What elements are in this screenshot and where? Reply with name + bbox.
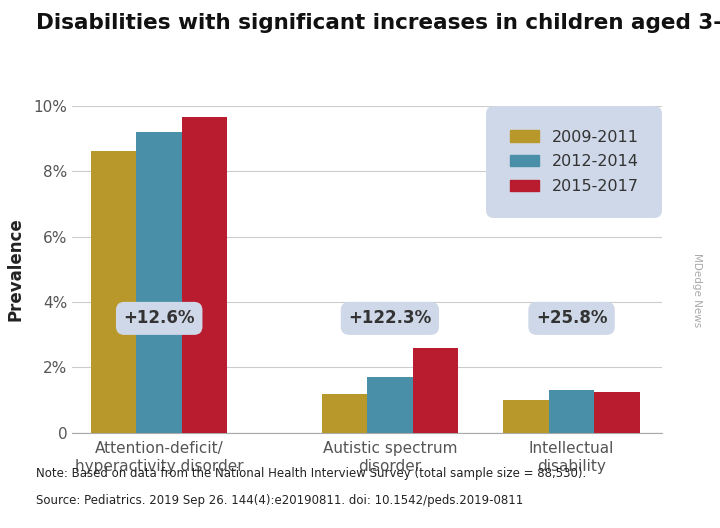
Legend: 2009-2011, 2012-2014, 2015-2017: 2009-2011, 2012-2014, 2015-2017 xyxy=(494,114,654,210)
Text: Disabilities with significant increases in children aged 3-17 years: Disabilities with significant increases … xyxy=(36,13,720,33)
Bar xyxy=(549,390,594,433)
Bar xyxy=(91,152,137,433)
Bar xyxy=(322,394,367,433)
Bar xyxy=(503,400,549,433)
Bar xyxy=(137,132,182,433)
Text: +12.6%: +12.6% xyxy=(123,309,195,327)
Text: MDedge News: MDedge News xyxy=(692,253,702,327)
Text: Note: Based on data from the National Health Interview Survey (total sample size: Note: Based on data from the National He… xyxy=(36,467,586,480)
Bar xyxy=(367,378,413,433)
Text: +122.3%: +122.3% xyxy=(348,309,431,327)
Bar xyxy=(594,392,639,433)
Text: +25.8%: +25.8% xyxy=(536,309,607,327)
Text: Source: Pediatrics. 2019 Sep 26. 144(4):e20190811. doi: 10.1542/peds.2019-0811: Source: Pediatrics. 2019 Sep 26. 144(4):… xyxy=(36,494,523,507)
Bar xyxy=(413,348,458,433)
Y-axis label: Prevalence: Prevalence xyxy=(7,218,25,321)
Bar xyxy=(182,117,228,433)
